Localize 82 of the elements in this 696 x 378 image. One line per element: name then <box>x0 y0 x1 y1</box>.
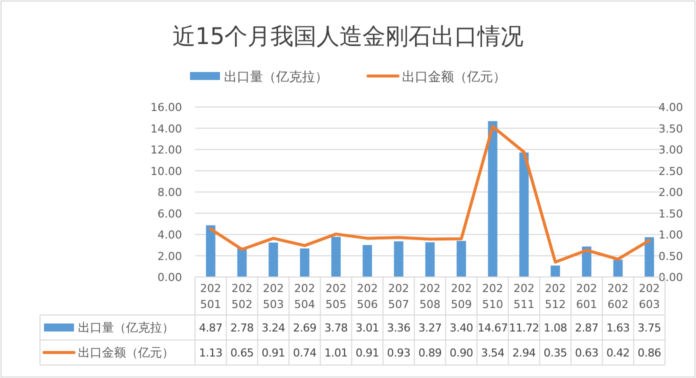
data-label: 0.91 <box>262 346 285 360</box>
data-label: 1.01 <box>324 346 348 360</box>
bar <box>206 225 216 277</box>
y2-tick-label: 4.00 <box>658 101 683 114</box>
bar <box>644 237 654 277</box>
data-label: 0.89 <box>418 346 442 360</box>
legend-label: 出口金额（亿元） <box>402 70 506 85</box>
x-tick-label: 202503 <box>262 282 284 311</box>
y-tick-label: 2.00 <box>158 250 182 263</box>
text: 出口量（亿克拉） <box>78 320 174 334</box>
y2-tick-label: 0.50 <box>658 250 683 263</box>
data-label: 0.86 <box>638 346 662 360</box>
data-label: 0.63 <box>575 346 599 360</box>
y-tick-label: 0.00 <box>158 271 182 284</box>
bar <box>456 240 466 277</box>
data-label: 0.65 <box>230 346 254 360</box>
x-tick-label: 202506 <box>356 282 378 311</box>
y2-tick-label: 2.50 <box>658 164 683 178</box>
y-tick-label: 6.00 <box>158 207 182 220</box>
bar <box>268 242 278 277</box>
bar <box>331 236 341 277</box>
x-tick-label: 202601 <box>576 282 598 311</box>
y2-tick-label: 1.50 <box>658 207 683 220</box>
data-label: 1.08 <box>544 322 568 334</box>
data-label: 1.63 <box>606 322 630 334</box>
data-label: 3.36 <box>387 322 411 334</box>
bar <box>300 248 310 277</box>
data-label: 2.78 <box>230 322 254 334</box>
data-label: 0.90 <box>450 346 474 360</box>
bar <box>425 242 435 277</box>
x-tick-label: 202512 <box>544 282 566 311</box>
data-label: 3.78 <box>324 322 348 334</box>
data-label: 0.42 <box>606 346 630 360</box>
x-tick-label: 202505 <box>326 282 346 311</box>
y-tick-label: 10.00 <box>150 164 182 178</box>
line-series <box>209 125 651 264</box>
data-label: 4.87 <box>199 322 223 334</box>
y-tick-label: 14.00 <box>150 122 182 136</box>
y-tick-label: 16.00 <box>150 101 182 114</box>
bar <box>394 241 404 277</box>
bar <box>550 266 560 277</box>
data-label: 3.54 <box>481 346 505 360</box>
y2-tick-label: 0.00 <box>658 271 683 284</box>
data-label: 11.72 <box>509 322 539 334</box>
data-label: 2.94 <box>512 346 536 360</box>
legend-label: 出口量（亿克拉） <box>224 70 328 85</box>
data-label: 0.74 <box>293 346 317 360</box>
bar <box>613 260 623 277</box>
bar <box>519 152 529 277</box>
data-label: 3.40 <box>450 322 474 334</box>
y-tick-label: 4.00 <box>158 228 182 242</box>
x-tick-label: 202602 <box>608 282 628 311</box>
data-label: 3.75 <box>638 322 662 334</box>
x-tick-label: 202603 <box>638 282 660 311</box>
data-label: 0.93 <box>387 346 411 360</box>
bar <box>488 121 498 277</box>
data-label: 0.35 <box>544 346 568 360</box>
data-label: 3.01 <box>356 322 379 334</box>
text: 出口金额（亿元） <box>78 346 174 360</box>
data-label: 2.69 <box>293 322 317 334</box>
data-label: 3.24 <box>262 322 286 334</box>
data-label: 14.67 <box>478 322 508 334</box>
x-tick-label: 202508 <box>420 282 440 311</box>
x-tick-label: 202507 <box>388 282 410 311</box>
data-label: 2.87 <box>575 322 599 334</box>
x-tick-label: 202509 <box>450 282 472 311</box>
y-tick-label: 12.00 <box>150 144 182 156</box>
x-tick-label: 202502 <box>232 282 252 311</box>
x-tick-label: 202504 <box>294 282 316 311</box>
x-tick-label: 202510 <box>482 282 504 311</box>
x-tick-label: 202511 <box>514 282 534 311</box>
y2-tick-label: 3.00 <box>658 144 683 156</box>
y2-tick-label: 3.50 <box>658 122 683 136</box>
chart-title: 近15个月我国人造金刚石出口情况 <box>172 24 524 50</box>
data-label: 3.27 <box>418 322 442 334</box>
data-label: 1.13 <box>199 346 223 360</box>
x-tick-label: 202501 <box>200 282 222 311</box>
data-label: 0.91 <box>356 346 379 360</box>
y2-tick-label: 2.00 <box>658 186 683 199</box>
bar <box>362 245 372 277</box>
y2-tick-label: 1.00 <box>658 228 683 242</box>
y-tick-label: 8.00 <box>158 186 182 199</box>
